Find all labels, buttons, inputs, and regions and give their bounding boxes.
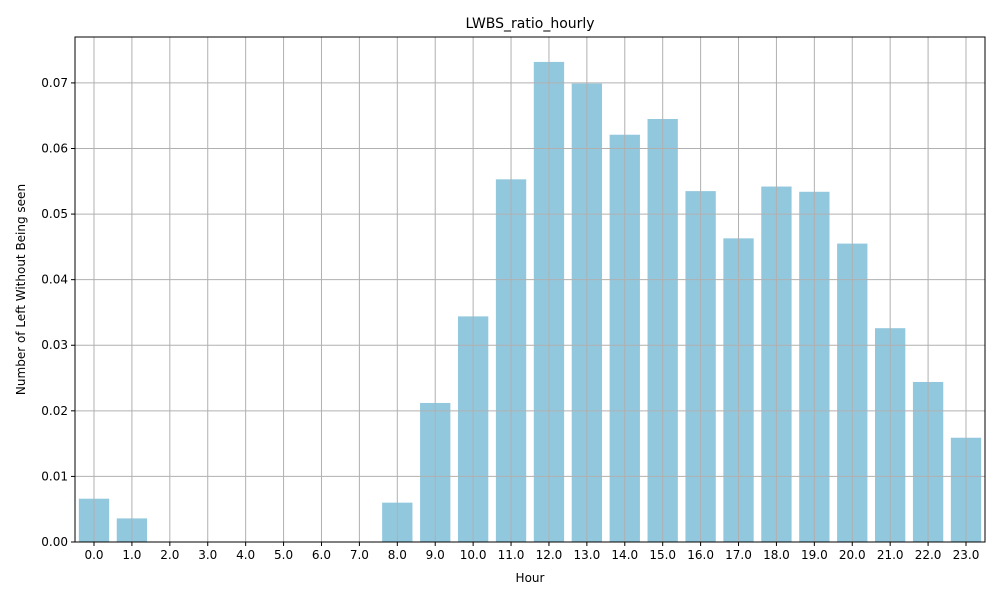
y-tick-label: 0.06 (41, 141, 68, 155)
chart-title: LWBS_ratio_hourly (465, 16, 594, 32)
x-tick-label: 12.0 (536, 548, 563, 562)
x-tick-label: 8.0 (388, 548, 407, 562)
x-tick-label: 13.0 (574, 548, 601, 562)
x-tick-label: 22.0 (915, 548, 942, 562)
x-tick-label: 20.0 (839, 548, 866, 562)
x-tick-label: 1.0 (122, 548, 141, 562)
y-axis-label: Number of Left Without Being seen (14, 184, 28, 395)
y-tick-label: 0.00 (41, 535, 68, 549)
x-tick-label: 21.0 (877, 548, 904, 562)
y-tick-label: 0.07 (41, 76, 68, 90)
y-tick-label: 0.05 (41, 207, 68, 221)
x-axis-label: Hour (516, 571, 545, 585)
x-tick-label: 23.0 (953, 548, 980, 562)
x-tick-label: 14.0 (611, 548, 638, 562)
x-tick-label: 7.0 (350, 548, 369, 562)
x-tick-label: 9.0 (426, 548, 445, 562)
x-tick-label: 4.0 (236, 548, 255, 562)
y-tick-label: 0.03 (41, 338, 68, 352)
y-tick-label: 0.04 (41, 273, 68, 287)
bars (78, 61, 982, 543)
y-axis-ticks: 0.00 0.01 0.02 0.03 0.04 0.05 0.06 0.07 (41, 76, 75, 549)
y-tick-label: 0.02 (41, 404, 68, 418)
x-axis-ticks: 0.0 1.0 2.0 3.0 4.0 5.0 6.0 7.0 8.0 9.0 10.0 11.0 12… (84, 542, 979, 562)
x-tick-label: 18.0 (763, 548, 790, 562)
x-tick-label: 2.0 (160, 548, 179, 562)
plot-frame (74, 36, 986, 543)
x-tick-label: 5.0 (274, 548, 293, 562)
x-tick-label: 15.0 (649, 548, 676, 562)
x-tick-label: 10.0 (460, 548, 487, 562)
x-tick-label: 16.0 (687, 548, 714, 562)
y-tick-label: 0.01 (41, 469, 68, 483)
x-tick-label: 3.0 (198, 548, 217, 562)
x-tick-label: 11.0 (498, 548, 525, 562)
x-tick-label: 0.0 (84, 548, 103, 562)
x-tick-label: 6.0 (312, 548, 331, 562)
x-tick-label: 17.0 (725, 548, 752, 562)
x-tick-label: 19.0 (801, 548, 828, 562)
